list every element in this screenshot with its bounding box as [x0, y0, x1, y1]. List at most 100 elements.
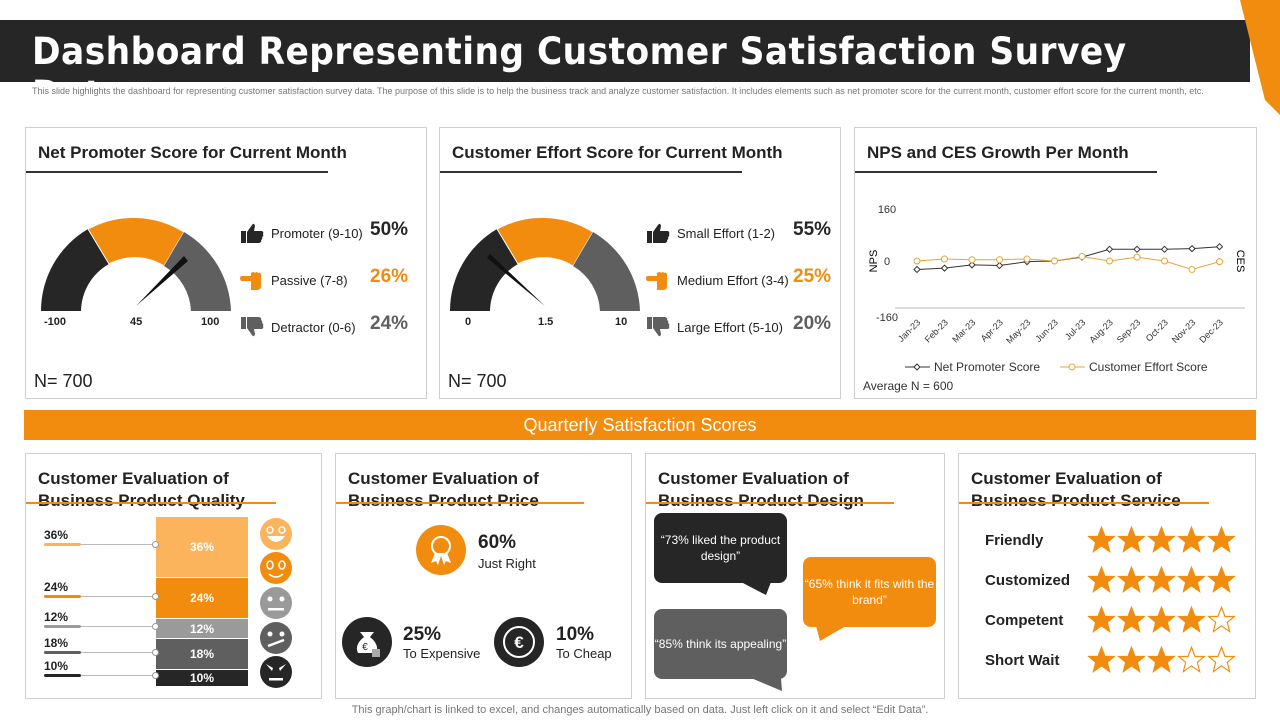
- ces-point: [968, 256, 976, 264]
- very-happy-face-icon: [260, 518, 292, 550]
- price-pct: 10%: [556, 624, 595, 645]
- thumbs-up-icon: [241, 223, 264, 243]
- price-label: To Expensive: [403, 646, 481, 661]
- legend-pct: 26%: [370, 266, 409, 287]
- quality-bar-segment: 18%: [156, 639, 248, 669]
- y-tick-label: -160: [876, 312, 898, 324]
- title-underline: [855, 171, 1157, 173]
- award-ribbon-icon: [416, 525, 466, 575]
- star-filled-icon: [1087, 526, 1116, 554]
- y2-axis-label: CES: [1234, 250, 1246, 273]
- legend-label: Medium Effort (3-4): [677, 272, 789, 288]
- title-underline: [336, 502, 584, 504]
- title-underline: [26, 502, 276, 504]
- star-outline-icon: [1207, 646, 1236, 674]
- euro-coin-icon: €: [494, 617, 544, 667]
- label-marker: [44, 674, 81, 677]
- title-line: Customer Evaluation of: [38, 469, 229, 488]
- ces-point: [1106, 257, 1113, 265]
- card-title: Customer Evaluation of Business Product P…: [348, 468, 539, 512]
- card-title: Customer Evaluation of Business Product S…: [971, 468, 1181, 512]
- nps-point: [1105, 245, 1114, 254]
- star-filled-icon: [1117, 566, 1146, 594]
- nps-point: [1215, 242, 1224, 251]
- gauge-max: 10: [615, 316, 628, 328]
- quote-bubble: “85% think its appealing”: [654, 609, 787, 679]
- service-label: Friendly: [985, 532, 1044, 549]
- star-filled-icon: [1207, 526, 1236, 554]
- x-tick-label: Aug-23: [1087, 317, 1115, 345]
- legend-item: Detractor (0-6): [239, 315, 356, 339]
- footer-note: This graph/chart is linked to excel, and…: [351, 704, 929, 716]
- legend-label: Detractor (0-6): [271, 319, 356, 335]
- thumbs-down-icon: [647, 317, 670, 337]
- legend-label: Passive (7-8): [271, 272, 348, 288]
- section-band: Quarterly Satisfaction Scores: [24, 410, 1256, 440]
- leader-line: [81, 544, 155, 545]
- gauge-value: 45: [130, 316, 143, 328]
- angry-face-icon: [260, 656, 292, 688]
- star-filled-icon: [1087, 646, 1116, 674]
- unhappy-face-icon: [260, 622, 292, 654]
- price-pct: 25%: [403, 624, 442, 645]
- money-bag-icon: €: [342, 617, 392, 667]
- ces-point: [941, 255, 948, 263]
- title-line: Business Product Price: [348, 491, 539, 510]
- label-marker: [44, 595, 81, 598]
- x-tick-label: Jan-23: [896, 317, 923, 344]
- nps-card: Net Promoter Score for Current Month -10…: [25, 127, 427, 399]
- legend-item: Small Effort (1-2): [645, 221, 775, 245]
- ces-point: [1133, 253, 1141, 261]
- label-marker: [44, 625, 81, 628]
- hand-flat-icon: [646, 272, 667, 290]
- nps-point: [913, 265, 921, 274]
- ces-point: [1216, 258, 1223, 266]
- leader-line: [81, 675, 155, 676]
- series-line: [916, 246, 1220, 270]
- legend-pct: 55%: [793, 219, 832, 240]
- title-line: Business Product Design: [658, 491, 864, 510]
- nps-point: [995, 261, 1004, 270]
- header-bar: [0, 20, 1250, 82]
- legend-label: Net Promoter Score: [934, 360, 1040, 374]
- legend-item: Promoter (9-10): [239, 221, 363, 245]
- corner-decoration: [1240, 0, 1280, 115]
- star-rating: [1087, 526, 1236, 554]
- star-outline-icon: [1207, 606, 1236, 634]
- bubble-tail: [751, 678, 782, 691]
- leader-line: [81, 652, 155, 653]
- star-filled-icon: [1147, 526, 1176, 554]
- service-label: Customized: [985, 572, 1071, 589]
- quote-bubble: “65% think it fits with the brand”: [803, 557, 936, 627]
- price-pct: 60%: [478, 532, 517, 553]
- label-marker: [44, 543, 81, 546]
- legend-pct: 20%: [793, 313, 832, 334]
- title-line: Customer Evaluation of: [971, 469, 1162, 488]
- quality-label: 18%: [44, 636, 69, 650]
- ces-point: [1161, 257, 1168, 265]
- x-tick-label: Mar-23: [950, 317, 977, 344]
- ces-point: [1078, 252, 1086, 260]
- title-line: Customer Evaluation of: [348, 469, 539, 488]
- gauge-max: 100: [201, 316, 220, 328]
- leader-dot: [152, 649, 159, 656]
- x-tick-label: Feb-23: [923, 317, 950, 344]
- x-tick-label: Apr-23: [979, 317, 1005, 343]
- leader-dot: [152, 593, 159, 600]
- ces-card: Customer Effort Score for Current Month …: [439, 127, 841, 399]
- nps-point: [1133, 245, 1141, 254]
- average-label: Average N = 600: [863, 379, 954, 393]
- star-filled-icon: [1117, 646, 1146, 674]
- ces-point: [996, 256, 1003, 264]
- title-line: Business Product Service: [971, 491, 1181, 510]
- leader-line: [81, 596, 155, 597]
- thumbs-down-icon: [241, 317, 264, 337]
- gauge-min: -100: [44, 316, 67, 328]
- legend-marker: [1068, 363, 1076, 371]
- star-filled-icon: [1177, 526, 1206, 554]
- growth-card: NPS and CES Growth Per Month 160 0 -160 NPS…: [854, 127, 1257, 399]
- quality-label: 10%: [44, 659, 69, 673]
- design-card: Customer Evaluation of Business Product D…: [645, 453, 945, 699]
- nps-point: [1160, 245, 1169, 254]
- x-tick-label: Nov-23: [1170, 317, 1198, 345]
